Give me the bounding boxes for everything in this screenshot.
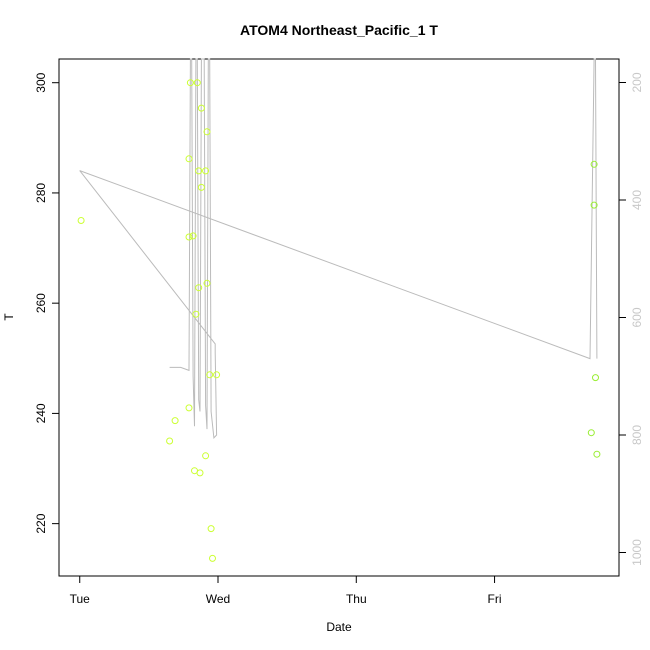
data-point [202,452,210,460]
data-point [213,371,221,379]
y2-tick-label: 1000 [630,539,644,566]
data-point [593,450,601,458]
x-tick-label: Fri [488,592,502,606]
data-point [587,429,595,437]
y2-tick-label: 600 [630,307,644,327]
data-point [185,404,193,412]
data-point [209,554,216,562]
data-point [195,167,203,175]
y-tick-label: 240 [34,403,48,423]
x-tick-label: Wed [206,592,230,606]
data-point [197,183,205,191]
y-tick-label: 260 [34,293,48,313]
y-tick-label: 300 [34,72,48,92]
y2-tick-label: 400 [630,190,644,210]
y-axis-right: 200 400 600 800 1000 [618,72,644,566]
data-point [592,374,599,382]
data-point [590,160,598,168]
plot-frame [58,58,620,577]
data-point [196,469,204,477]
data-point [207,525,215,533]
data-point [171,417,179,425]
x-axis-label: Date [326,620,352,634]
data-point [206,371,214,379]
y-tick-label: 220 [34,513,48,533]
data-point [185,233,193,241]
data-point [189,232,197,240]
y2-tick-label: 800 [630,425,644,445]
data-point [77,217,85,224]
data-point [186,79,194,87]
y-tick-label: 280 [34,183,48,203]
data-point [202,167,210,175]
pressure-line-1 [79,58,218,440]
data-point [195,284,203,292]
data-point [590,201,598,209]
x-tick-label: Thu [346,592,367,606]
data-point [166,437,174,445]
data-points [77,79,601,562]
data-point [192,310,200,318]
y2-tick-label: 200 [630,72,644,92]
data-point [193,79,201,87]
pressure-line-2 [79,58,598,360]
y-axis-label: T [2,313,16,321]
data-point [185,155,193,163]
pressure-lines [79,58,598,440]
data-point [203,279,211,287]
chart-title: ATOM4 Northeast_Pacific_1 T [240,22,438,38]
x-tick-label: Tue [70,592,91,606]
data-point [197,104,205,112]
y-axis-left: 220 240 260 280 300 [34,72,60,534]
x-axis: Tue Wed Thu Fri [70,575,502,606]
data-point [203,128,211,136]
